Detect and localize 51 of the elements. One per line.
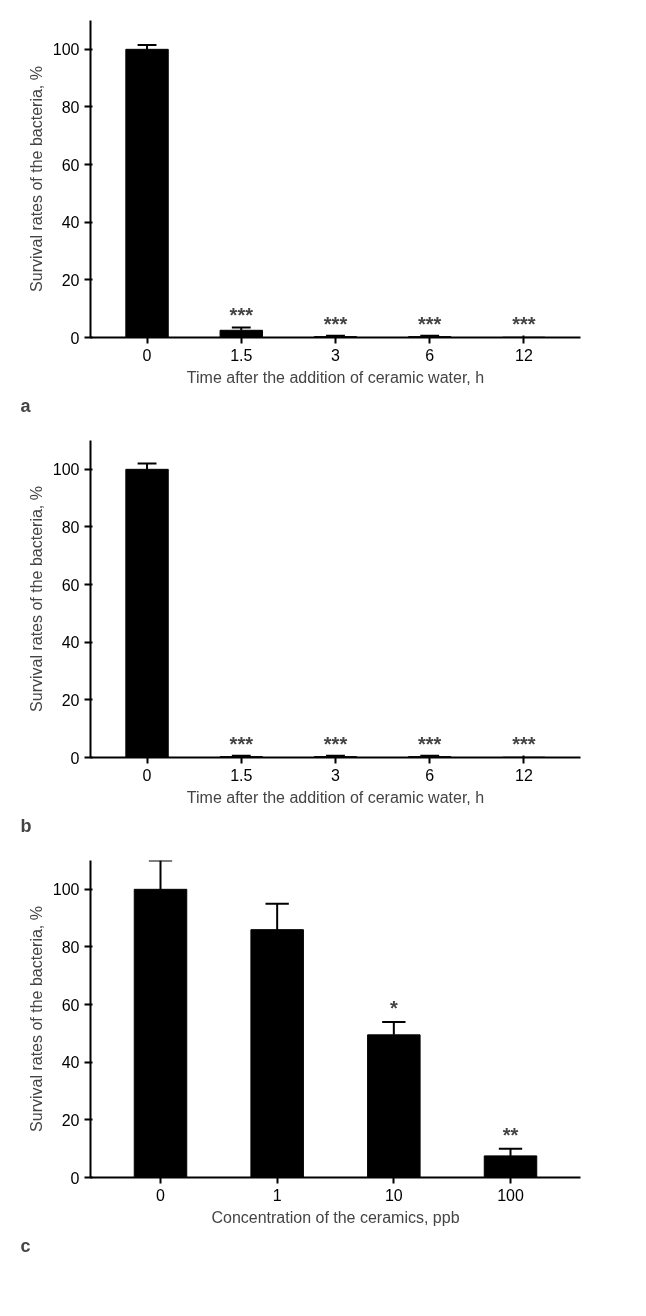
x-tick-label: 10	[384, 1186, 403, 1204]
x-tick-label: 3	[331, 766, 341, 784]
annotation: **	[502, 1123, 519, 1146]
y-tick-label: 20	[61, 271, 80, 289]
x-tick-label: 0	[142, 766, 152, 784]
annotation: *	[389, 997, 398, 1019]
x-tick-label: 0	[156, 1186, 166, 1204]
text: c	[20, 1235, 31, 1256]
y-tick-label: 0	[70, 329, 80, 347]
y-tick-label: 100	[52, 881, 80, 899]
x-tick-label: 1	[272, 1186, 282, 1204]
y-tick-label: 60	[61, 156, 80, 174]
y-axis-title: Survival rates of the bacteria, %	[27, 66, 45, 292]
annotation: ***	[418, 312, 442, 335]
y-axis-title: Survival rates of the bacteria, %	[27, 906, 45, 1132]
x-tick-label: 0	[142, 346, 152, 364]
y-tick-label: 40	[61, 634, 80, 652]
x-axis-title: Concentration of the ceramics, ppb	[211, 1208, 460, 1226]
y-tick-label: 0	[70, 749, 80, 767]
x-tick-label: 1.5	[230, 766, 253, 784]
annotation: ***	[323, 732, 348, 755]
x-tick-label: 1.5	[230, 346, 253, 364]
y-tick-label: 60	[61, 996, 80, 1014]
y-tick-label: 80	[61, 98, 80, 116]
x-tick-label: 3	[331, 346, 341, 364]
y-tick-label: 20	[61, 1111, 80, 1129]
y-tick-label: 100	[52, 41, 80, 59]
y-tick-label: 0	[70, 1169, 80, 1187]
x-tick-label: 12	[515, 766, 533, 784]
y-tick-label: 80	[61, 938, 80, 956]
x-tick-label: 6	[425, 766, 435, 784]
text: b	[20, 815, 32, 836]
y-axis-title: Survival rates of the bacteria, %	[27, 486, 45, 712]
x-tick-label: 6	[425, 346, 435, 364]
y-tick-label: 80	[61, 518, 80, 536]
x-axis-title: Time after the addition of ceramic water, h	[186, 368, 485, 386]
annotation: ***	[229, 732, 254, 755]
annotation: ***	[323, 312, 348, 335]
x-tick-label: 100	[497, 1186, 524, 1204]
annotation: ***	[512, 312, 536, 335]
annotation: ***	[418, 732, 442, 755]
annotation: ***	[229, 303, 254, 326]
x-axis-title: Time after the addition of ceramic water, h	[186, 788, 485, 806]
y-tick-label: 100	[52, 461, 80, 479]
y-tick-label: 60	[61, 576, 80, 594]
x-tick-label: 12	[515, 346, 533, 364]
y-tick-label: 20	[61, 691, 80, 709]
text: a	[20, 395, 32, 416]
y-tick-label: 40	[61, 214, 80, 232]
annotation: ***	[512, 732, 536, 755]
y-tick-label: 40	[61, 1054, 80, 1072]
